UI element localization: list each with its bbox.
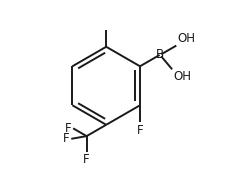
Text: B: B	[156, 49, 164, 61]
Text: F: F	[65, 122, 72, 135]
Text: F: F	[83, 153, 90, 166]
Text: OH: OH	[173, 70, 191, 83]
Text: F: F	[63, 132, 70, 145]
Text: OH: OH	[177, 32, 195, 45]
Text: F: F	[137, 124, 143, 137]
